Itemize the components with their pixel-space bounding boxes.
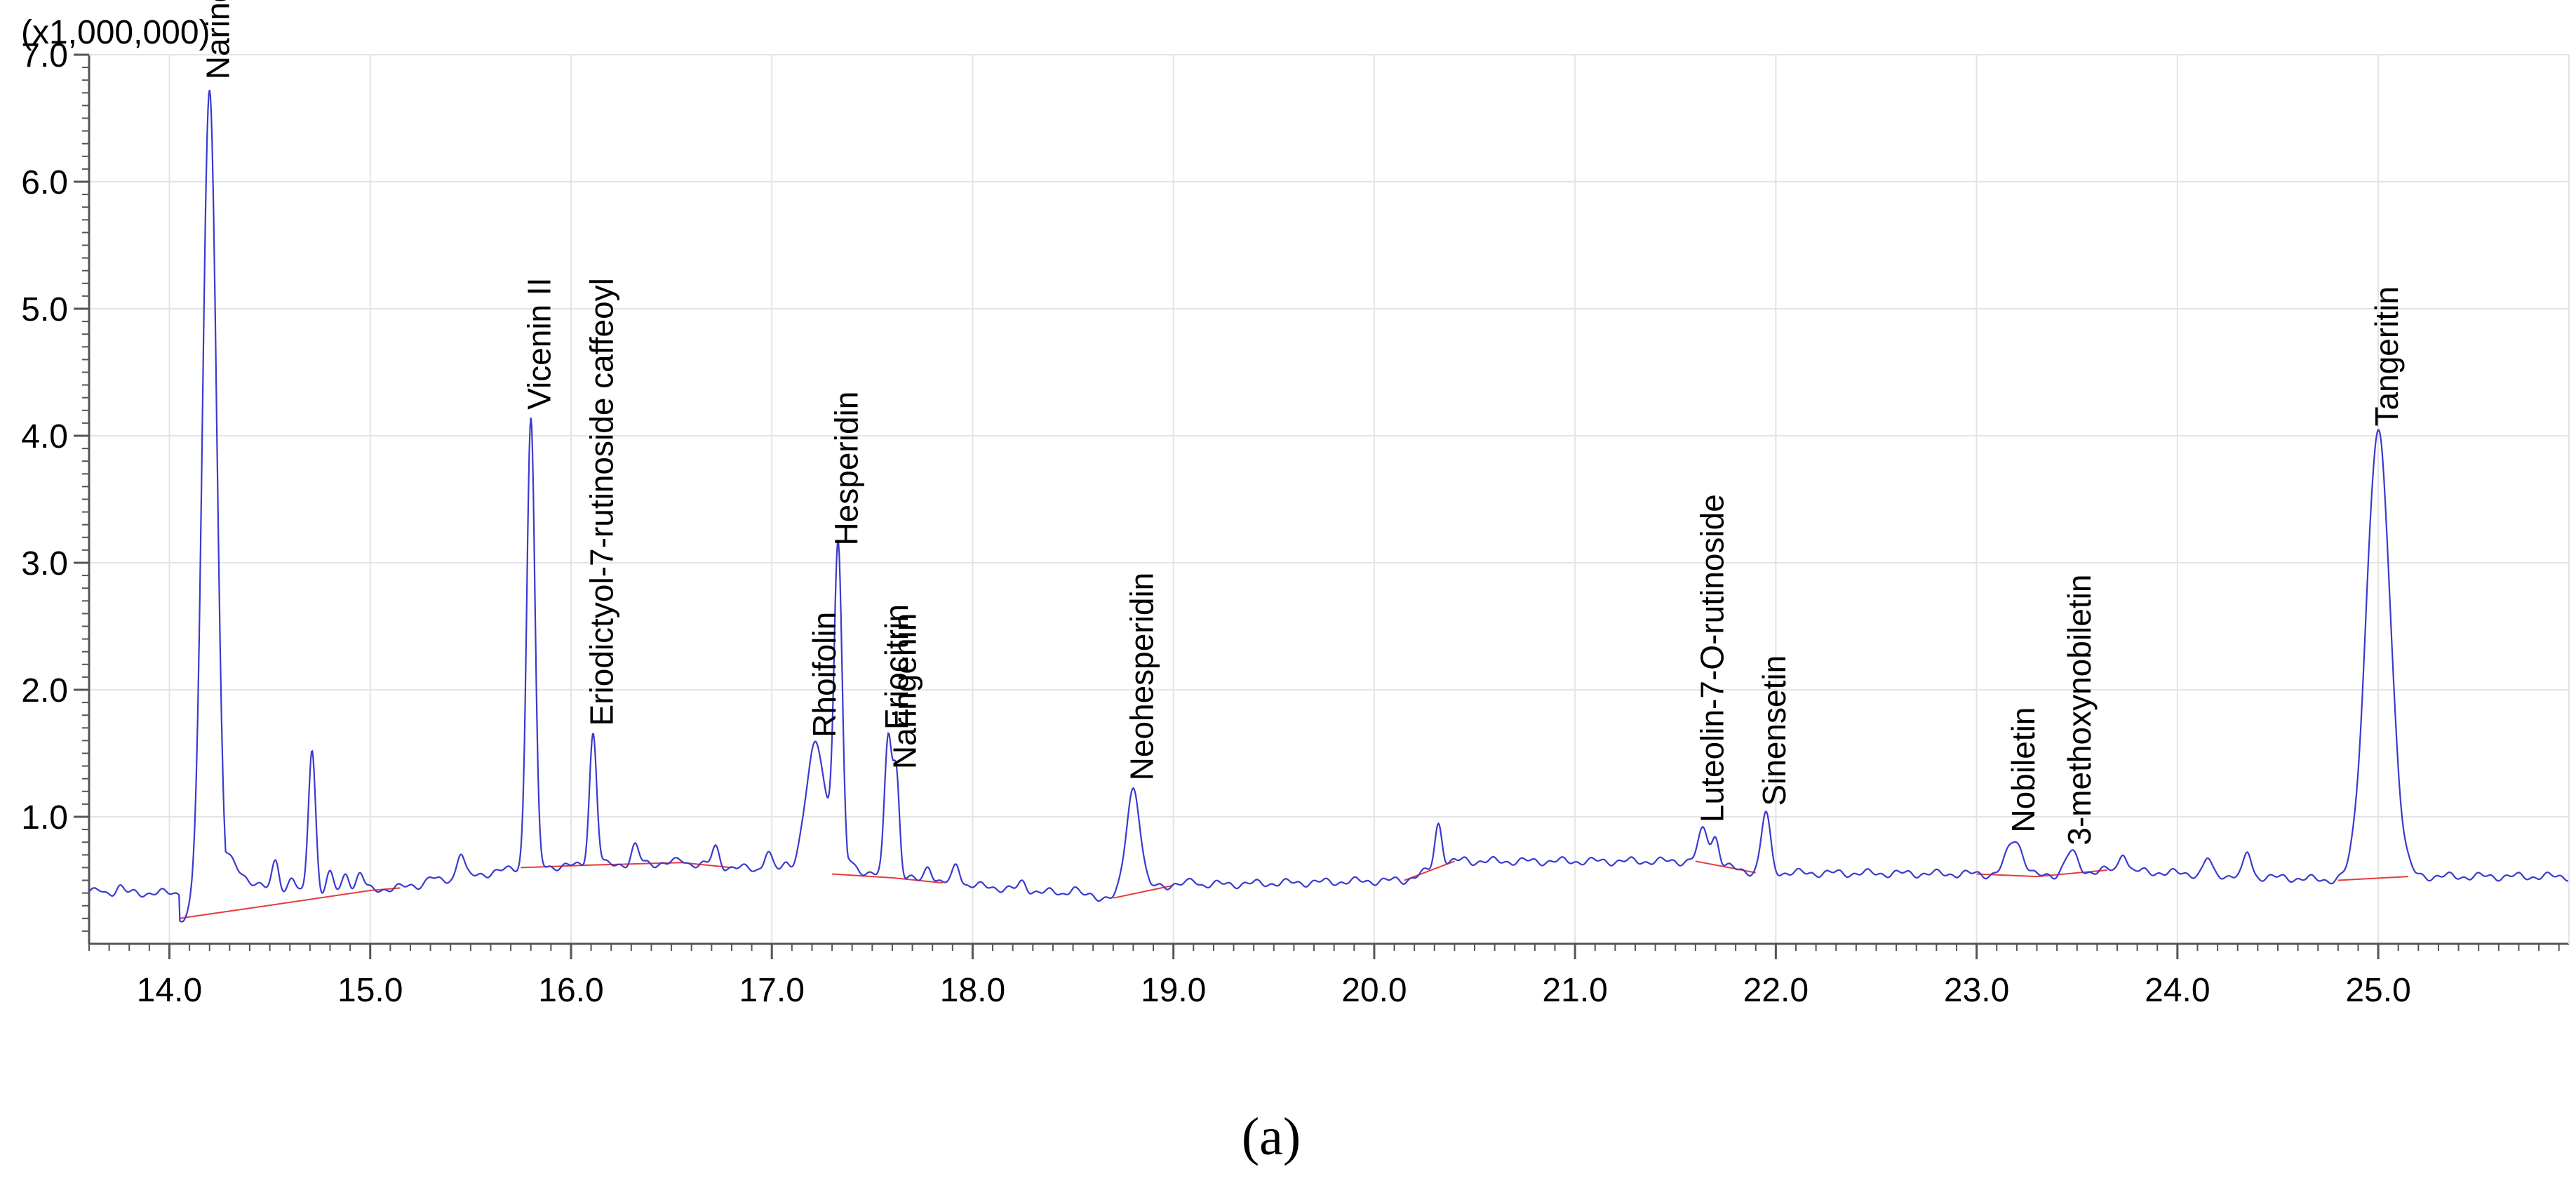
peak-label: Rhoifolin: [806, 612, 843, 738]
peak-label: Tangeritin: [2368, 286, 2405, 426]
baseline-segment: [179, 887, 401, 919]
peak-label: Naringenin: [887, 613, 923, 769]
chromatogram-trace: [88, 89, 2569, 923]
peak-label: 3-methoxynobiletin: [2061, 575, 2098, 846]
plot-axes: [88, 54, 2570, 945]
panel-label: (a): [1242, 1107, 1301, 1166]
y-tick-label: 3.0: [21, 545, 68, 582]
baseline-segment: [521, 862, 732, 869]
peak-label: Eriodictyol-7-rutinoside caffeoyl: [583, 278, 619, 726]
x-tick-label: 17.0: [739, 972, 804, 1009]
peak-label: Neohesperidin: [1123, 573, 1160, 781]
trace-line: [88, 89, 2569, 923]
y-tick-label: 5.0: [21, 291, 68, 328]
peak-label: Sinensetin: [1756, 655, 1792, 806]
y-tick-label: 6.0: [21, 164, 68, 201]
peak-label: Naringin: [200, 0, 236, 79]
x-tick-label: 21.0: [1542, 972, 1607, 1009]
x-tick-label: 18.0: [940, 972, 1005, 1009]
y-tick-label: 1.0: [21, 799, 68, 836]
y-tick-label: 7.0: [21, 37, 68, 74]
peak-labels: Naringin Vicenin II Eriodictyol-7-rutinosi…: [200, 0, 2405, 846]
x-tick-label: 24.0: [2145, 972, 2210, 1009]
peak-label: Nobiletin: [2005, 707, 2041, 833]
y-unit-label: (x1,000,000): [21, 14, 210, 51]
peak-label: Hesperidin: [829, 392, 865, 546]
x-tick-label: 19.0: [1141, 972, 1206, 1009]
x-tick-label: 25.0: [2345, 972, 2410, 1009]
x-tick-label: 20.0: [1341, 972, 1407, 1009]
peak-label: Eriocitrin: [878, 604, 915, 730]
x-tick-label: 22.0: [1743, 972, 1809, 1009]
y-tick-label: 4.0: [21, 418, 68, 455]
baseline-segment: [2337, 876, 2409, 881]
grid-lines: [89, 54, 2569, 944]
peak-label: Vicenin II: [521, 277, 558, 409]
x-tick-label: 16.0: [538, 972, 603, 1009]
baseline-segment: [832, 873, 943, 884]
peak-label: Luteolin-7-O-rutinoside: [1693, 494, 1730, 822]
x-tick-label: 23.0: [1944, 972, 2009, 1009]
x-tick-label: 15.0: [337, 972, 403, 1009]
baseline-segment: [1695, 860, 1756, 874]
y-axis-ticks: 1.0 2.0 3.0 4.0 5.0 6.0 7.0: [21, 37, 89, 932]
x-tick-label: 14.0: [137, 972, 202, 1009]
y-tick-label: 2.0: [21, 672, 68, 709]
x-axis-ticks: 14.0 15.0 16.0 17.0 18.0 19.0 20.0 21.0 22.0 23.0…: [88, 944, 2560, 1009]
